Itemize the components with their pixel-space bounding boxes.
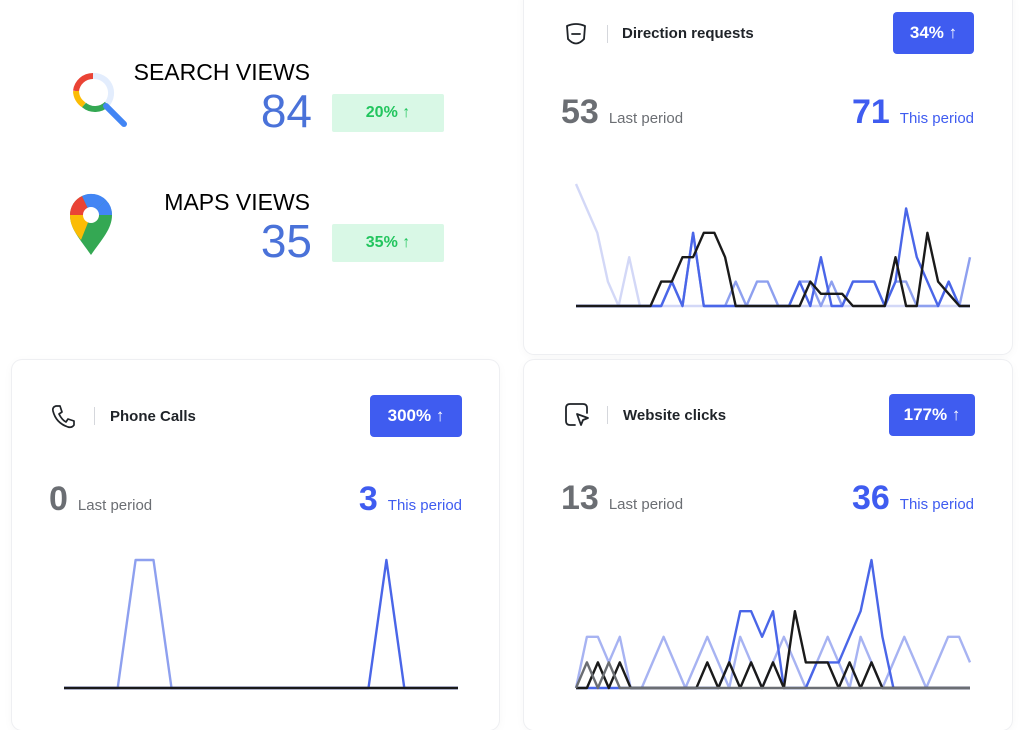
direction-requests-sparkline: [574, 183, 972, 308]
google-search-icon: [73, 72, 127, 127]
change-badge[interactable]: 177% ↑: [889, 394, 975, 436]
card-title: Website clicks: [623, 407, 727, 424]
direction-requests-card: Direction requests 34% ↑ 53 Last period …: [524, 0, 1012, 354]
last-period-label: Last period: [608, 110, 684, 127]
this-period-label: This period: [899, 496, 974, 513]
website-clicks-sparkline: [574, 558, 972, 690]
google-maps-pin-icon: [69, 193, 113, 255]
phone-calls-sparkline: [64, 558, 458, 690]
last-period-label: Last period: [608, 496, 684, 513]
website-clicks-card: Website clicks 177% ↑ 13 Last period 36 …: [524, 360, 1012, 730]
series-line-0: [574, 183, 970, 308]
last-period-label: Last period: [77, 497, 153, 514]
series-line-3: [576, 231, 970, 308]
card-title: Direction requests: [622, 25, 754, 42]
this-period-value: 3: [358, 480, 378, 518]
last-period-value: 0: [49, 480, 68, 518]
search-views-change-badge: 20% ↑: [332, 94, 444, 132]
this-period-stat: 36 This period: [852, 479, 974, 518]
header-divider: [94, 407, 95, 425]
header-divider: [607, 406, 608, 424]
this-period-label: This period: [387, 497, 462, 514]
last-period-stat: 53 Last period: [561, 93, 683, 132]
series-line-3: [574, 661, 970, 690]
series-line-0: [64, 558, 458, 690]
change-badge[interactable]: 34% ↑: [893, 12, 974, 54]
direction-sign-icon: [562, 20, 590, 48]
maps-views-value: 35: [260, 215, 312, 267]
this-period-value: 36: [851, 479, 890, 517]
cursor-click-icon: [563, 401, 591, 429]
series-line-1: [64, 558, 458, 690]
search-views-value: 84: [260, 85, 312, 137]
phone-calls-card: Phone Calls 300% ↑ 0 Last period 3 This …: [12, 360, 499, 730]
last-period-value: 53: [561, 93, 599, 131]
maps-views-change-badge: 35% ↑: [332, 224, 444, 262]
phone-icon: [50, 402, 78, 430]
this-period-label: This period: [899, 110, 974, 127]
series-line-1: [576, 231, 972, 308]
card-title: Phone Calls: [110, 408, 196, 425]
search-views-title: SEARCH VIEWS: [133, 59, 310, 85]
series-line-1: [576, 558, 970, 690]
this-period-stat: 71 This period: [852, 93, 974, 132]
maps-views-title: MAPS VIEWS: [164, 189, 310, 215]
change-badge[interactable]: 300% ↑: [370, 395, 462, 437]
last-period-stat: 13 Last period: [561, 479, 683, 518]
last-period-value: 13: [561, 479, 599, 517]
header-divider: [607, 25, 608, 43]
this-period-stat: 3 This period: [359, 480, 462, 519]
this-period-value: 71: [851, 93, 890, 131]
last-period-stat: 0 Last period: [49, 480, 152, 519]
